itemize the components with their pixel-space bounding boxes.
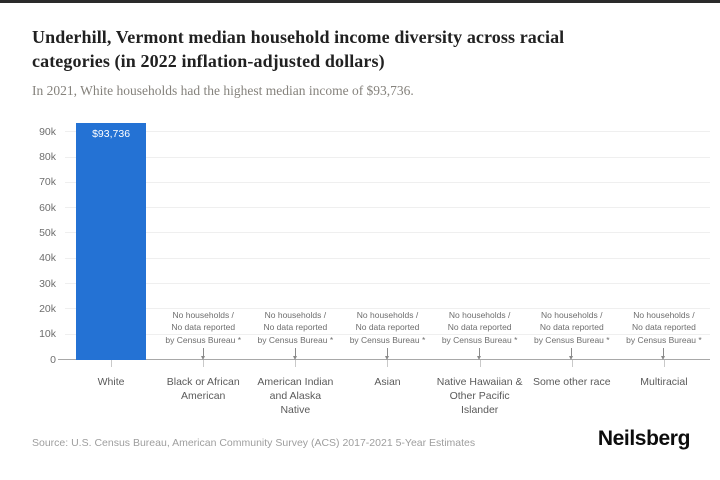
neilsberg-logo: Neilsberg <box>597 427 691 450</box>
x-category: Asian <box>341 360 433 418</box>
x-category: Black or African American <box>157 360 249 418</box>
x-category: Multiracial <box>618 360 710 418</box>
bar-white[interactable]: $93,736 <box>76 122 147 360</box>
x-tick-label: Some other race <box>532 376 611 388</box>
axis-tick <box>295 360 297 367</box>
bar-column-american-indian: No households / No data reported by Cens… <box>249 117 341 360</box>
no-data-note-text: No households / No data reported by Cens… <box>165 310 242 345</box>
down-arrow-icon <box>200 348 205 360</box>
y-tick-label: 30k <box>39 277 56 290</box>
bar-column-asian: No households / No data reported by Cens… <box>341 117 433 360</box>
y-tick-label: 90k <box>39 125 56 138</box>
y-tick-label: 10k <box>39 328 56 341</box>
no-data-note-text: No households / No data reported by Cens… <box>257 310 334 345</box>
columns: $93,736 No households / No data reported … <box>65 117 710 360</box>
gridline <box>65 232 710 234</box>
gridline <box>65 207 710 209</box>
no-data-annotation: No households / No data reported by Cens… <box>614 309 714 360</box>
bar-value-label: $93,736 <box>92 127 131 140</box>
x-tick-label: Asian <box>374 376 401 388</box>
x-tick-label: Black or African American <box>166 376 240 402</box>
x-axis: White Black or African American American I… <box>65 360 710 418</box>
no-data-annotation: No households / No data reported by Cens… <box>153 309 253 360</box>
y-tick-label: 70k <box>39 176 56 189</box>
axis-tick <box>571 360 573 367</box>
down-arrow-icon <box>384 348 389 360</box>
axis-tick <box>111 360 113 367</box>
y-tick-label: 40k <box>39 252 56 265</box>
bar-column-multiracial: No households / No data reported by Cens… <box>618 117 710 360</box>
bar-column-white: $93,736 <box>65 117 157 360</box>
axis-tick <box>479 360 481 367</box>
gridline <box>65 283 710 285</box>
gridline <box>65 181 710 183</box>
no-data-annotation: No households / No data reported by Cens… <box>337 309 437 360</box>
no-data-note-text: No households / No data reported by Cens… <box>626 310 702 345</box>
axis-tick <box>663 360 665 367</box>
x-category: White <box>65 360 157 418</box>
x-tick-label: White <box>97 376 125 388</box>
chart-header: Underhill, Vermont median household inco… <box>32 25 692 99</box>
x-tick-label: Native Hawaiian & Other Pacific Islander <box>436 376 523 416</box>
no-data-annotation: No households / No data reported by Cens… <box>245 309 345 360</box>
down-arrow-icon <box>569 348 574 360</box>
no-data-annotation: No households / No data reported by Cens… <box>430 309 530 360</box>
x-category: Some other race <box>526 360 618 418</box>
gridline <box>65 333 710 335</box>
page-subtitle: In 2021, White households had the highes… <box>32 82 414 98</box>
x-category: Native Hawaiian & Other Pacific Islander <box>434 360 526 418</box>
gridline <box>65 257 710 259</box>
x-category: American Indian and Alaska Native <box>249 360 341 418</box>
y-tick-label: 80k <box>39 151 56 163</box>
no-data-note-text: No households / No data reported by Cens… <box>349 310 426 345</box>
y-tick-label: 60k <box>39 201 56 214</box>
down-arrow-icon <box>477 348 482 360</box>
bar-column-some-other-race: No households / No data reported by Cens… <box>526 117 618 360</box>
page-title: Underhill, Vermont median household inco… <box>32 27 565 72</box>
axis-tick <box>387 360 389 367</box>
no-data-note-text: No households / No data reported by Cens… <box>441 310 518 345</box>
y-tick-label: 0 <box>50 353 56 366</box>
bar-column-native-hawaiian: No households / No data reported by Cens… <box>434 117 526 360</box>
y-tick-label: 20k <box>39 302 56 315</box>
x-tick-label: American Indian and Alaska Native <box>257 376 334 416</box>
gridline <box>65 308 710 310</box>
source-note: Source: U.S. Census Bureau, American Com… <box>32 437 476 449</box>
bar-column-black-or-african: No households / No data reported by Cens… <box>157 117 249 360</box>
gridline <box>65 156 710 158</box>
gridline <box>65 131 710 133</box>
down-arrow-icon <box>661 348 666 360</box>
no-data-annotation: No households / No data reported by Cens… <box>522 309 622 360</box>
no-data-note-text: No households / No data reported by Cens… <box>533 310 610 345</box>
axis-tick <box>203 360 205 367</box>
down-arrow-icon <box>292 348 297 360</box>
x-tick-label: Multiracial <box>640 376 688 388</box>
y-tick-label: 50k <box>39 226 56 239</box>
